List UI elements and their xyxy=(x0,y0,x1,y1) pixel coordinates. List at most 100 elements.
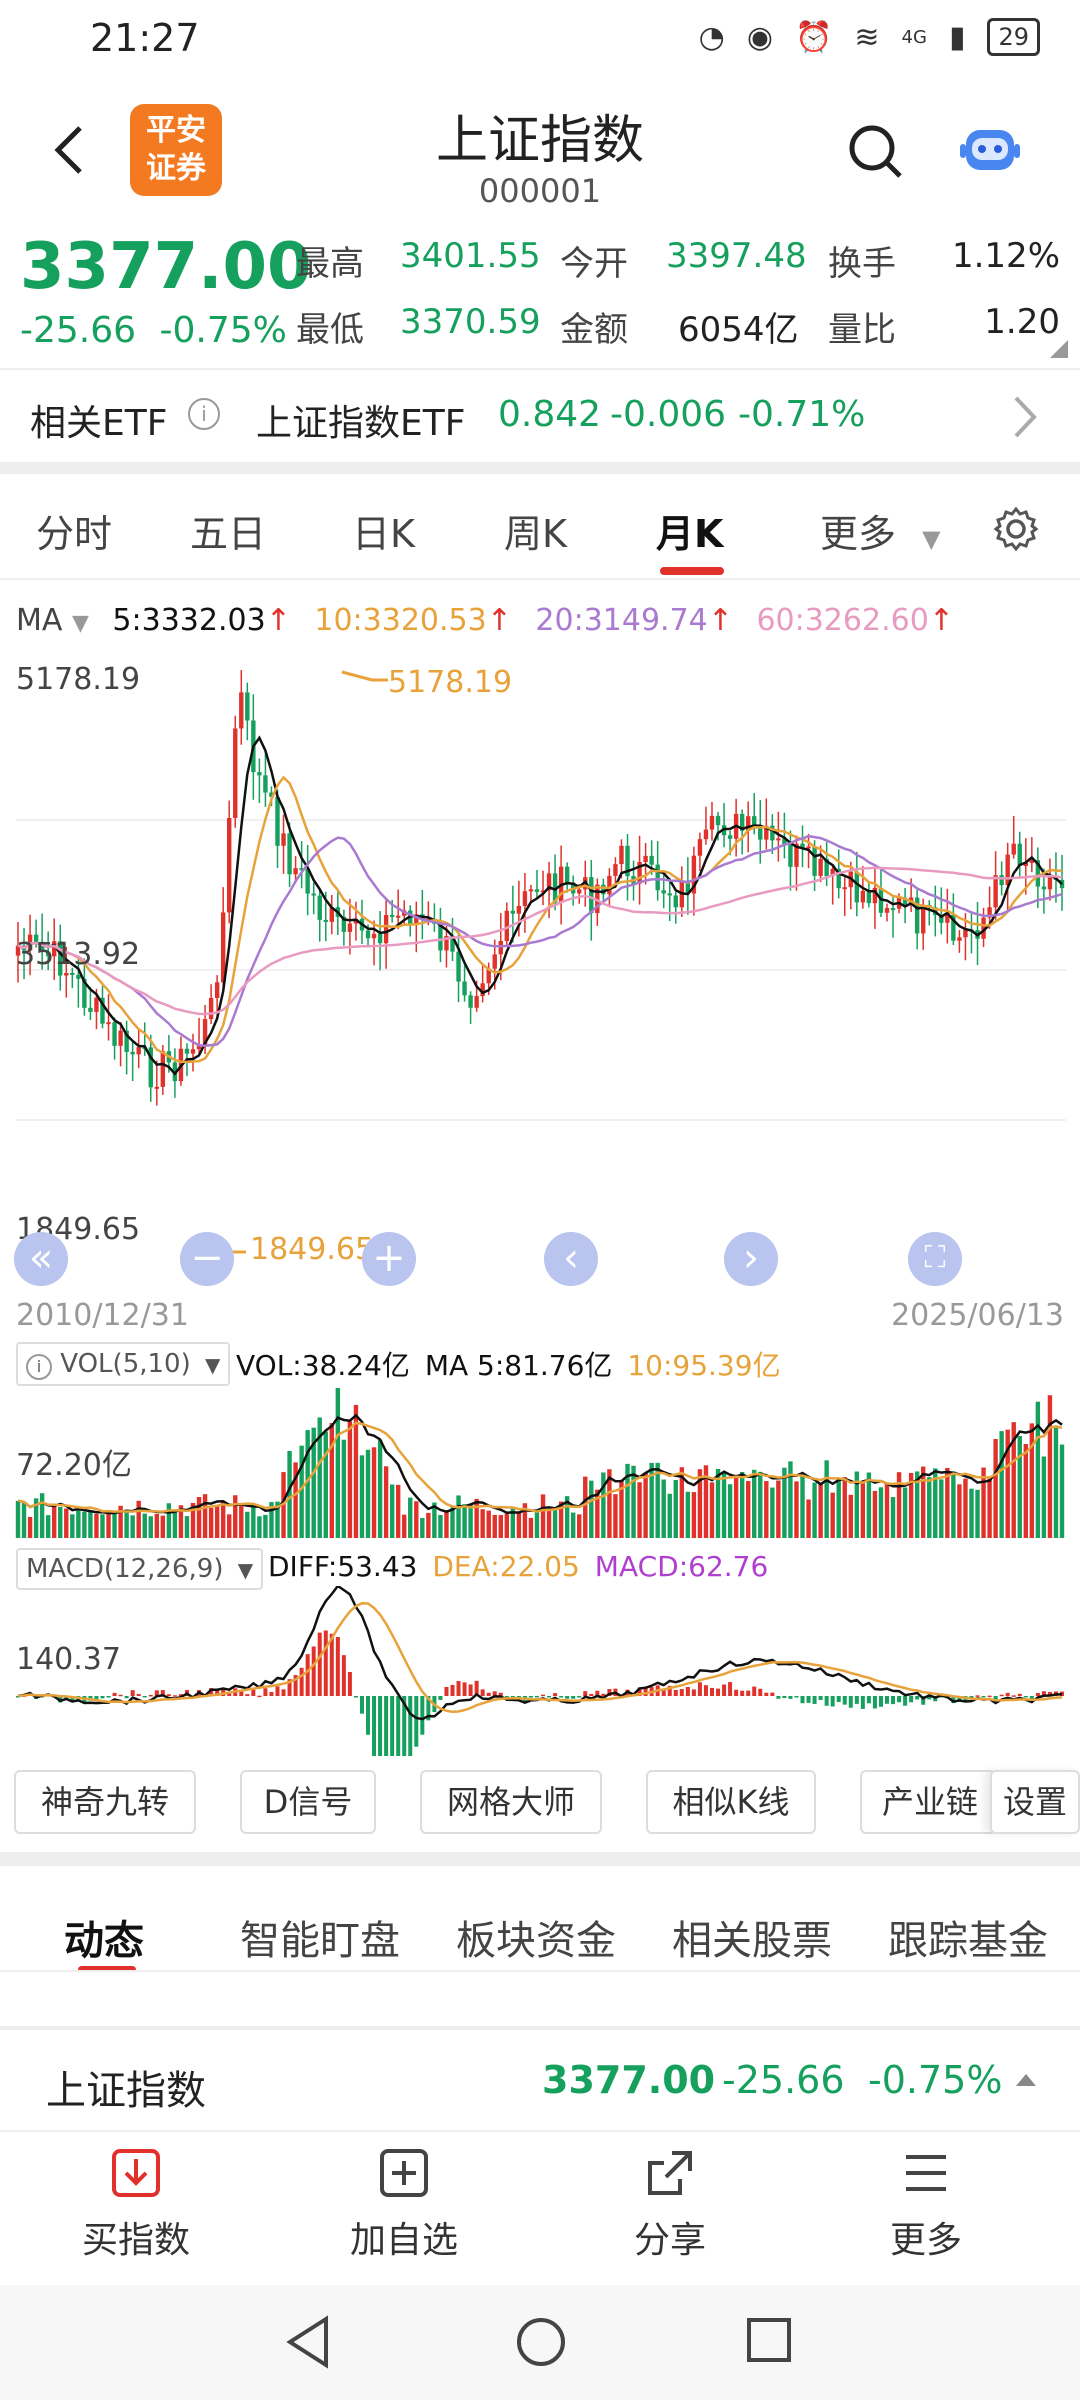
macd-indicator-selector[interactable]: MACD(12,26,9) ▼ xyxy=(16,1548,264,1590)
tab-intraday[interactable]: 分时 xyxy=(36,512,113,556)
candle-body xyxy=(1005,854,1010,886)
macd-bar xyxy=(746,1690,751,1696)
candle-body xyxy=(498,941,503,955)
macd-histogram xyxy=(16,1630,1064,1756)
summary-row[interactable]: 上证指数 3377.00 -25.66 -0.75% xyxy=(0,2030,1080,2130)
industry-chain-button[interactable]: 产业链 xyxy=(860,1770,996,1834)
info-icon[interactable]: i xyxy=(188,398,220,430)
tab-smart-watch[interactable]: 智能盯盘 xyxy=(240,1918,400,1964)
volume-bar xyxy=(106,1513,111,1538)
macd-bar xyxy=(951,1696,956,1704)
macd-bar xyxy=(209,1688,214,1696)
quote-panel: 3377.00 -25.66 -0.75% 最高 3401.55 今开 3397… xyxy=(0,222,1080,367)
macd-bar xyxy=(866,1696,871,1704)
tab-five-day[interactable]: 五日 xyxy=(190,512,267,556)
macd-bar xyxy=(462,1682,467,1696)
tab-weekly-k[interactable]: 周K xyxy=(504,512,567,556)
macd-bar xyxy=(565,1696,570,1699)
candle-body xyxy=(269,792,274,797)
macd-bar xyxy=(571,1696,576,1699)
tab-monthly-k[interactable]: 月K xyxy=(656,512,724,556)
magic-nine-button[interactable]: 神奇九转 xyxy=(14,1770,196,1834)
candle-body xyxy=(474,996,479,1008)
tab-related-stocks[interactable]: 相关股票 xyxy=(672,1918,832,1964)
buy-index-button[interactable]: 买指数 xyxy=(56,2145,216,2263)
volume-bar xyxy=(492,1514,497,1538)
volume-bar xyxy=(45,1515,51,1538)
more-button[interactable]: 更多 xyxy=(846,2145,1006,2263)
candle-body xyxy=(1041,886,1047,890)
nav-recents-icon[interactable] xyxy=(744,2315,794,2365)
candle-body xyxy=(462,981,467,996)
candle-body xyxy=(208,997,214,1020)
settings-button[interactable]: 设置 xyxy=(990,1770,1080,1834)
vol-ma10-line xyxy=(17,1421,1063,1513)
candle-body xyxy=(323,919,328,922)
candle-body xyxy=(468,995,473,1008)
scroll-right-button[interactable]: › xyxy=(724,1232,778,1286)
candle-body xyxy=(963,929,968,938)
vol-indicator-selector[interactable]: i VOL(5,10) ▼ xyxy=(16,1342,231,1386)
search-icon[interactable] xyxy=(846,122,906,182)
volume-bar xyxy=(782,1467,787,1538)
scroll-to-start-button[interactable]: « xyxy=(14,1232,68,1286)
dea-line xyxy=(17,1602,1063,1714)
expand-corner-icon[interactable] xyxy=(1050,340,1068,358)
zoom-in-button[interactable]: + xyxy=(362,1232,416,1286)
add-watchlist-button[interactable]: 加自选 xyxy=(324,2145,484,2263)
volume-bar xyxy=(583,1476,588,1538)
chevron-right-icon[interactable] xyxy=(1010,394,1040,440)
candle-body xyxy=(124,1030,129,1052)
volume-bar xyxy=(655,1462,660,1538)
macd-bar xyxy=(691,1689,696,1696)
volume-bar xyxy=(311,1427,316,1538)
tab-daily-k[interactable]: 日K xyxy=(352,512,415,556)
candle-body xyxy=(661,890,666,894)
d-signal-button[interactable]: D信号 xyxy=(240,1770,376,1834)
macd-bar xyxy=(770,1692,775,1696)
candle-body xyxy=(637,861,642,884)
ma-dropdown-icon[interactable]: ▼ xyxy=(71,611,89,636)
expand-up-icon[interactable] xyxy=(1016,2074,1036,2086)
tab-sector-funds[interactable]: 板块资金 xyxy=(456,1918,616,1964)
similar-kline-button[interactable]: 相似K线 xyxy=(646,1770,816,1834)
tab-tracking-funds[interactable]: 跟踪基金 xyxy=(888,1918,1048,1964)
candle-body xyxy=(752,816,757,829)
max-price-marker: 5178.19 xyxy=(388,665,512,700)
volume-bar xyxy=(504,1513,510,1538)
nav-back-icon[interactable] xyxy=(284,2315,334,2369)
volume-bar xyxy=(178,1505,184,1538)
tab-dynamics[interactable]: 动态 xyxy=(64,1918,144,1964)
volume-bar xyxy=(456,1495,461,1538)
candle-body xyxy=(365,930,371,939)
macd-bar xyxy=(987,1695,992,1698)
candle-body xyxy=(842,887,847,890)
grid-master-button[interactable]: 网格大师 xyxy=(420,1770,602,1834)
fullscreen-button[interactable]: ⛶ xyxy=(908,1232,962,1286)
tab-more[interactable]: 更多 ▼ xyxy=(820,503,941,558)
macd-bar xyxy=(939,1696,944,1698)
settings-gear-icon[interactable] xyxy=(992,505,1040,553)
zoom-out-button[interactable]: − xyxy=(180,1232,234,1286)
share-button[interactable]: 分享 xyxy=(590,2145,750,2263)
volume-ma-lines xyxy=(17,1413,1063,1515)
related-etf-row[interactable]: 相关ETF i 上证指数ETF 0.842 -0.006 -0.71% xyxy=(0,372,1080,462)
back-icon[interactable] xyxy=(44,120,94,180)
chart-start-date: 2010/12/31 xyxy=(16,1298,189,1333)
active-tab-indicator xyxy=(78,1966,136,1973)
macd-bar xyxy=(547,1696,552,1698)
volume-ratio-value: 1.20 xyxy=(984,302,1060,342)
assistant-robot-icon[interactable] xyxy=(958,122,1022,176)
volume-bar xyxy=(510,1508,516,1538)
macd-bar xyxy=(1017,1693,1022,1696)
volume-bar xyxy=(94,1513,99,1538)
kline-chart[interactable]: 5178.19 xyxy=(0,640,1080,1260)
buy-index-label: 买指数 xyxy=(81,2220,190,2261)
scroll-left-button[interactable]: ‹ xyxy=(544,1232,598,1286)
volume-bar xyxy=(528,1517,534,1538)
macd-bar xyxy=(118,1694,123,1697)
nav-home-icon[interactable] xyxy=(514,2315,568,2369)
macd-bar xyxy=(740,1690,745,1696)
volume-bar xyxy=(745,1481,751,1538)
candle-body xyxy=(239,692,244,729)
